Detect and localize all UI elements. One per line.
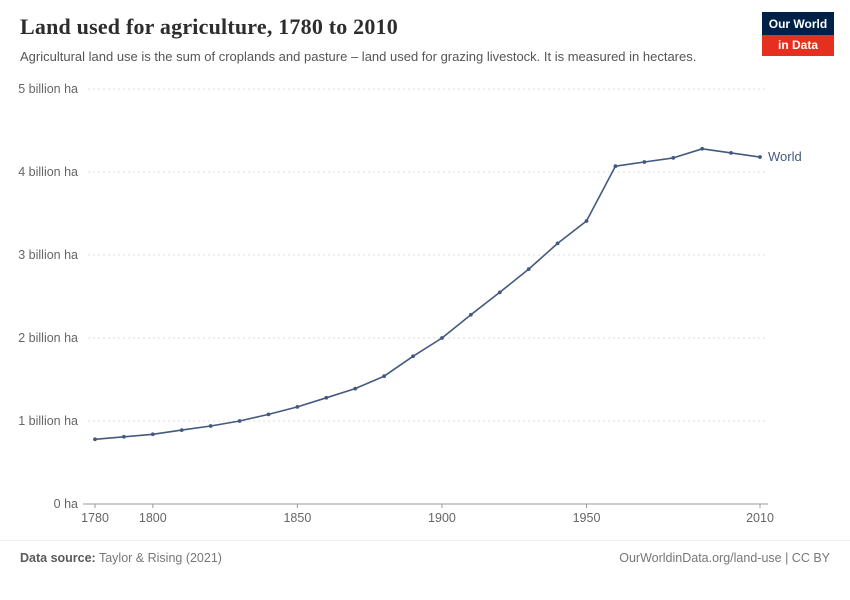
data-point (642, 159, 647, 164)
data-point (122, 434, 126, 439)
data-point (150, 432, 155, 437)
y-axis-tick-label: 0 ha (54, 497, 78, 511)
data-point (266, 412, 271, 417)
page-title: Land used for agriculture, 1780 to 2010 (20, 14, 398, 39)
x-axis-tick-label: 2010 (746, 511, 774, 525)
chart-footer: Data source: Taylor & Rising (2021) OurW… (0, 539, 850, 579)
x-axis-tick-label: 1800 (139, 511, 167, 525)
data-point (295, 404, 300, 409)
x-axis-tick-label: 1780 (81, 511, 109, 525)
data-point (440, 335, 444, 340)
owid-logo[interactable]: Our World in Data (762, 12, 834, 56)
data-point (382, 374, 387, 378)
x-axis-tick-label: 1850 (283, 511, 311, 525)
chart-subtitle: Agricultural land use is the sum of crop… (20, 49, 697, 64)
data-point (179, 428, 184, 432)
y-axis-tick-label: 4 billion ha (18, 165, 78, 179)
data-point (758, 155, 762, 159)
data-source-value: Taylor & Rising (2021) (95, 550, 222, 565)
data-point (555, 241, 560, 246)
y-axis-tick-label: 3 billion ha (18, 248, 78, 262)
data-point (729, 150, 733, 155)
data-source-label: Data source: (20, 550, 96, 565)
data-point (353, 386, 358, 391)
series-label: World (768, 149, 802, 164)
data-point (584, 218, 589, 223)
y-axis-tick-label: 2 billion ha (18, 331, 78, 345)
owid-logo-line1: Our World (762, 12, 834, 35)
data-point (671, 155, 676, 160)
chart-header: Land used for agriculture, 1780 to 2010 … (0, 0, 850, 67)
x-axis-tick-label: 1900 (428, 511, 456, 525)
data-source: Data source: Taylor & Rising (2021) (20, 551, 222, 565)
owid-logo-line2: in Data (762, 35, 834, 56)
data-point (411, 354, 415, 359)
data-point (700, 146, 705, 151)
data-point (208, 423, 213, 428)
owid-credit-link[interactable]: OurWorldinData.org/land-use | CC BY (619, 550, 830, 565)
series-line-world (94, 147, 761, 440)
y-axis-tick-label: 5 billion ha (18, 82, 78, 96)
data-point (526, 267, 531, 271)
data-point (93, 437, 97, 442)
data-point (468, 312, 473, 317)
line-chart: 0 ha 1 billion ha 2 billion ha 3 billion ha… (18, 82, 802, 525)
data-point (497, 290, 502, 295)
data-point (324, 395, 329, 400)
chart-area: 0 ha 1 billion ha 2 billion ha 3 billion ha… (0, 71, 850, 538)
y-axis-tick-label: 1 billion ha (18, 414, 78, 428)
data-point (613, 164, 618, 168)
x-axis-tick-label: 1950 (573, 511, 601, 525)
data-point (237, 418, 242, 423)
